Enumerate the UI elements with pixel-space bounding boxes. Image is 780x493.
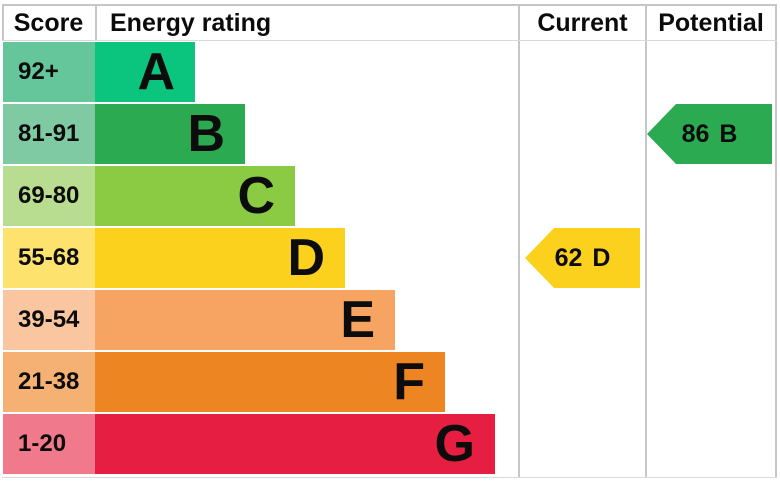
header-energy-rating: Energy rating <box>110 8 272 37</box>
band-letter: B <box>187 105 225 163</box>
band-score-cell: 69-80 <box>3 166 95 226</box>
band-score-cell: 81-91 <box>3 104 95 164</box>
header-score: Score <box>13 8 84 37</box>
band-row-d: 55-68 D <box>0 228 780 288</box>
band-bar: F <box>95 352 445 412</box>
band-score-range: 21-38 <box>18 368 80 395</box>
band-score-cell: 39-54 <box>3 290 95 350</box>
current-rating-value: 62 <box>554 244 583 272</box>
header-current: Current <box>537 8 628 37</box>
border-bottom <box>2 477 777 478</box>
potential-rating-band: B <box>719 120 738 148</box>
divider-current-column <box>518 6 520 477</box>
potential-rating-arrow: 86 B <box>647 104 772 164</box>
band-letter: E <box>340 291 375 349</box>
band-letter: F <box>393 353 425 411</box>
band-row-a: 92+ A <box>0 42 780 102</box>
band-bar: C <box>95 166 295 226</box>
band-score-range: 39-54 <box>18 306 80 333</box>
band-bar: A <box>95 42 195 102</box>
band-row-c: 69-80 C <box>0 166 780 226</box>
header-potential: Potential <box>658 8 764 37</box>
divider-potential-column <box>645 6 647 477</box>
band-score-cell: 21-38 <box>3 352 95 412</box>
border-top <box>2 4 777 6</box>
band-row-e: 39-54 E <box>0 290 780 350</box>
band-score-range: 69-80 <box>18 182 80 209</box>
border-right <box>775 4 777 477</box>
band-row-b: 81-91 B <box>0 104 780 164</box>
band-letter: A <box>137 43 175 101</box>
band-bar: D <box>95 228 345 288</box>
band-score-range: 81-91 <box>18 120 80 147</box>
band-letter: C <box>237 167 275 225</box>
band-row-f: 21-38 F <box>0 352 780 412</box>
header-bottom-line <box>2 40 777 41</box>
band-score-cell: 1-20 <box>3 414 95 474</box>
divider-score-rating <box>95 6 97 40</box>
band-row-g: 1-20 G <box>0 414 780 474</box>
band-score-cell: 92+ <box>3 42 95 102</box>
band-bar: B <box>95 104 245 164</box>
border-left-header <box>2 4 4 40</box>
band-score-range: 92+ <box>18 58 59 85</box>
band-letter: G <box>434 415 475 473</box>
potential-rating-value: 86 <box>681 120 710 148</box>
band-bar: E <box>95 290 395 350</box>
band-bar: G <box>95 414 495 474</box>
band-score-cell: 55-68 <box>3 228 95 288</box>
current-rating-band: D <box>592 244 611 272</box>
band-score-range: 55-68 <box>18 244 80 271</box>
band-score-range: 1-20 <box>18 430 67 457</box>
band-letter: D <box>287 229 325 287</box>
